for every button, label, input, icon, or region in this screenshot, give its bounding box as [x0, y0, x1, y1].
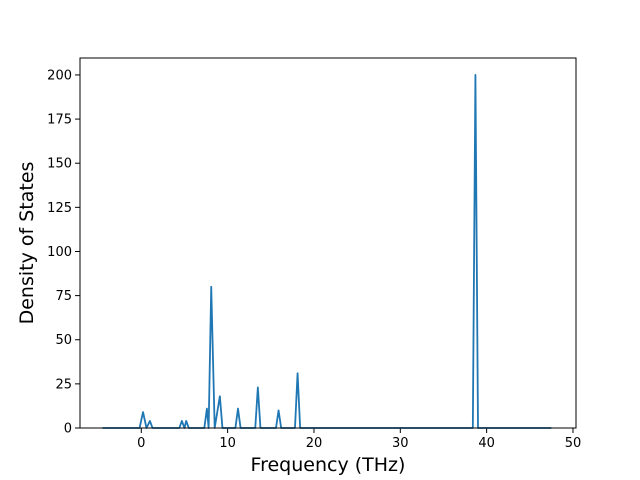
x-tick-label: 40: [478, 436, 495, 451]
x-tick-label: 20: [306, 436, 323, 451]
y-tick-label: 175: [47, 113, 72, 128]
x-tick-label: 50: [565, 436, 582, 451]
y-tick-label: 125: [47, 201, 72, 216]
x-tick-label: 10: [219, 436, 236, 451]
y-tick-label: 200: [47, 68, 72, 83]
y-axis-label: Density of States: [16, 162, 38, 325]
line: [102, 74, 552, 429]
plot-frame: [79, 57, 577, 429]
y-tick-label: 150: [47, 157, 72, 172]
y-tick-label: 0: [64, 422, 72, 437]
x-axis-label: Frequency (THz): [251, 454, 406, 476]
y-tick-label: 100: [47, 245, 72, 260]
x-tick-label: 30: [392, 436, 409, 451]
y-tick-label: 25: [55, 377, 72, 392]
y-tick-label: 50: [55, 333, 72, 348]
x-tick-label: 0: [137, 436, 145, 451]
y-tick-label: 75: [55, 289, 72, 304]
